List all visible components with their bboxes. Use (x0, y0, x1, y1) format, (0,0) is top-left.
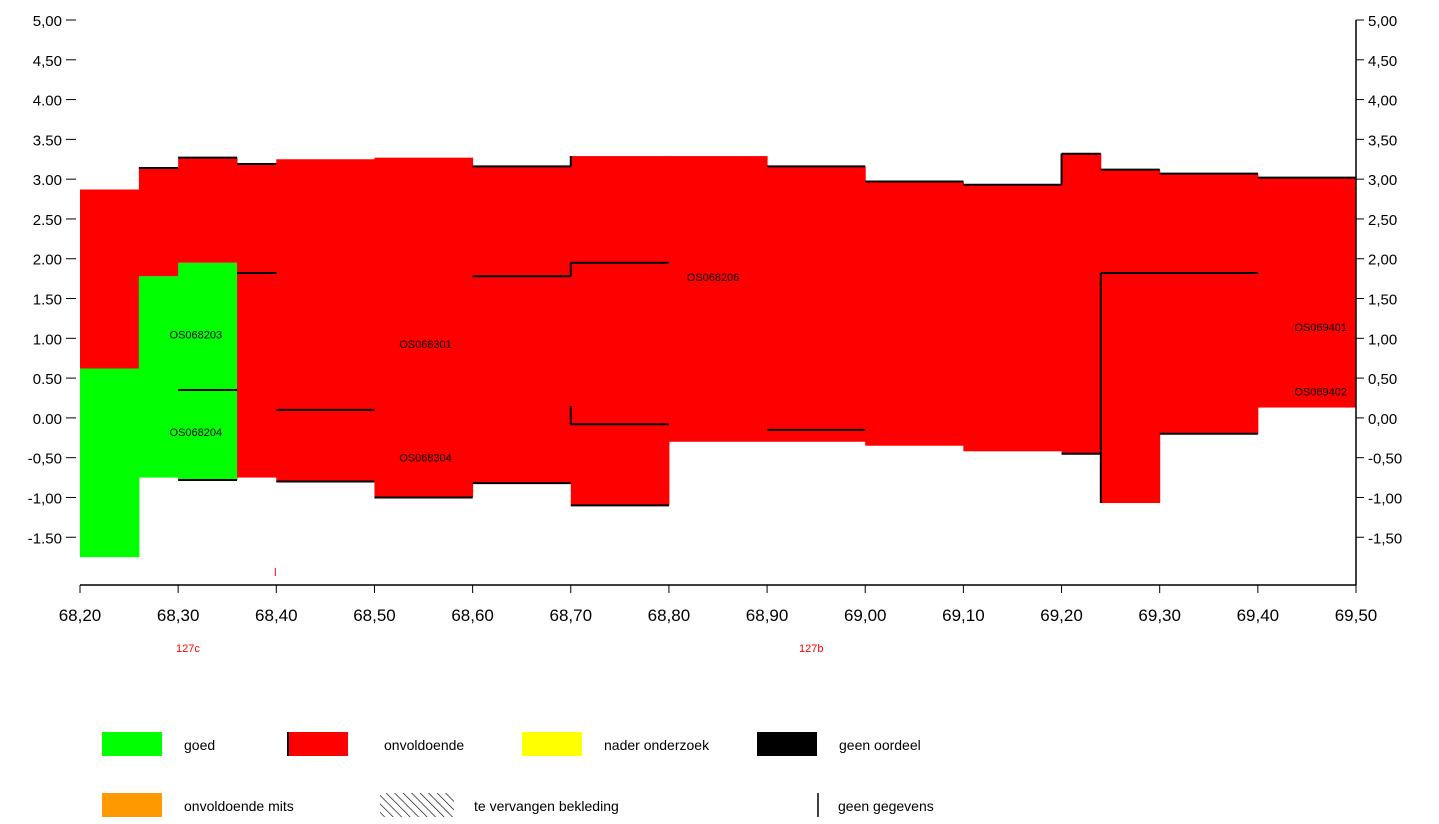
y-tick-label-left: 0.00 (33, 411, 62, 428)
segment-goed (138, 276, 179, 478)
y-tick-label-left: 5,00 (33, 13, 62, 30)
y-tick-label-right: 4,50 (1368, 53, 1397, 70)
x-tick-label: 68,30 (157, 606, 200, 625)
dijkvak-label: 127b (799, 643, 823, 655)
y-tick-label-right: 4,00 (1368, 93, 1397, 110)
y-tick-label-left: 1.50 (33, 292, 62, 309)
legend-swatch-hatch (380, 793, 454, 817)
segment-onvoldoende (1159, 173, 1259, 434)
x-tick-label: 68,80 (648, 606, 691, 625)
segment-goed (80, 368, 140, 558)
y-tick-label-right: 2,00 (1368, 252, 1397, 269)
x-tick-label: 68,60 (451, 606, 494, 625)
legend-swatch-onvoldoende (288, 732, 348, 756)
y-tick-label-right: 5,00 (1368, 13, 1397, 30)
segment-onvoldoende (472, 166, 572, 484)
y-tick-label-right: 1,50 (1368, 292, 1397, 309)
y-tick-label-left: -0,50 (28, 451, 62, 468)
segment-onvoldoende (178, 157, 238, 263)
segment-onvoldoende (138, 168, 179, 277)
legend: goed onvoldoende nader onderzoek geen oorde… (102, 732, 934, 817)
segment-onvoldoende (1257, 177, 1357, 408)
y-tick-label-left: 4,50 (33, 53, 62, 70)
y-tick-label-right: 1,00 (1368, 331, 1397, 348)
x-tick-label: 69,20 (1040, 606, 1083, 625)
annotations: OS068203 OS068204 OS068301 OS068304 OS068206… (170, 272, 1347, 655)
legend-swatch-goed (102, 732, 162, 756)
legend-label: goed (184, 737, 215, 753)
x-tick-label: 69,00 (844, 606, 887, 625)
y-tick-label-right: -0,50 (1368, 451, 1402, 468)
segment-onvoldoende (276, 159, 375, 482)
y-tick-label-right: -1,50 (1368, 530, 1402, 547)
y-tick-label-left: 3.50 (33, 132, 62, 149)
legend-swatch-geen-oordeel (757, 732, 817, 756)
y-tick-label-left: 3.00 (33, 172, 62, 189)
segment-onvoldoende (237, 164, 277, 478)
legend-swatch-onvoldoende-mits (102, 793, 162, 817)
segment-onvoldoende (1061, 153, 1102, 454)
segment-fills (80, 153, 1357, 558)
segment-onvoldoende (80, 189, 140, 369)
y-tick-label-left: -1.50 (28, 530, 62, 547)
dijkvak-label: 127c (176, 643, 200, 655)
profile-label: OS068203 (170, 329, 223, 341)
y-tick-label-right: 3,00 (1368, 172, 1397, 189)
y-tick-label-left: 4.00 (33, 93, 62, 110)
y-tick-label-left: 0.50 (33, 371, 62, 388)
legend-label: geen gegevens (838, 798, 934, 814)
legend-label: te vervangen bekleding (474, 798, 619, 814)
segment-onvoldoende (865, 181, 964, 446)
x-tick-label: 69,40 (1237, 606, 1280, 625)
profile-label: OS069401 (1294, 322, 1347, 334)
y-tick-label-left: -1,00 (28, 490, 62, 507)
legend-label: nader onderzoek (604, 737, 710, 753)
x-tick-label: 68,40 (255, 606, 298, 625)
segment-onvoldoende (963, 184, 1063, 452)
profile-label: OS068304 (399, 453, 452, 465)
y-tick-label-right: 0,00 (1368, 411, 1397, 428)
y-tick-label-right: 0,50 (1368, 371, 1397, 388)
legend-label: geen oordeel (839, 737, 921, 753)
x-tick-label: 68,70 (549, 606, 592, 625)
segment-onvoldoende (570, 156, 670, 506)
x-tick-label: 68,20 (59, 606, 102, 625)
y-tick-label-right: 3,50 (1368, 132, 1397, 149)
segment-onvoldoende (374, 157, 474, 498)
y-tick-label-left: 1.00 (33, 331, 62, 348)
x-tick-label: 68,50 (353, 606, 396, 625)
segment-goed (178, 262, 238, 480)
x-tick-label: 69,30 (1138, 606, 1181, 625)
x-tick-label: 69,10 (942, 606, 985, 625)
axes: 68,20 68,30 68,40 68,50 68,60 68,70 68,80 68,90… (28, 13, 1402, 625)
legend-swatch-nader-onderzoek (522, 732, 582, 756)
segment-onvoldoende (767, 166, 866, 442)
x-tick-label: 69,50 (1335, 606, 1378, 625)
profile-label: OS068204 (170, 427, 223, 439)
profile-label: OS068301 (399, 339, 452, 351)
profile-label: OS069402 (1294, 387, 1347, 399)
y-tick-label-right: 2,50 (1368, 212, 1397, 229)
segment-boundary-lines (138, 152, 1356, 507)
segment-onvoldoende (1100, 169, 1161, 504)
legend-label: onvoldoende mits (184, 798, 294, 814)
profile-label: OS068206 (687, 272, 740, 284)
legend-label: onvoldoende (384, 737, 464, 753)
segment-onvoldoende (668, 156, 768, 442)
y-tick-label-left: 2.00 (33, 252, 62, 269)
x-tick-label: 68,90 (746, 606, 789, 625)
y-tick-label-left: 2.50 (33, 212, 62, 229)
y-tick-label-right: -1,00 (1368, 490, 1402, 507)
